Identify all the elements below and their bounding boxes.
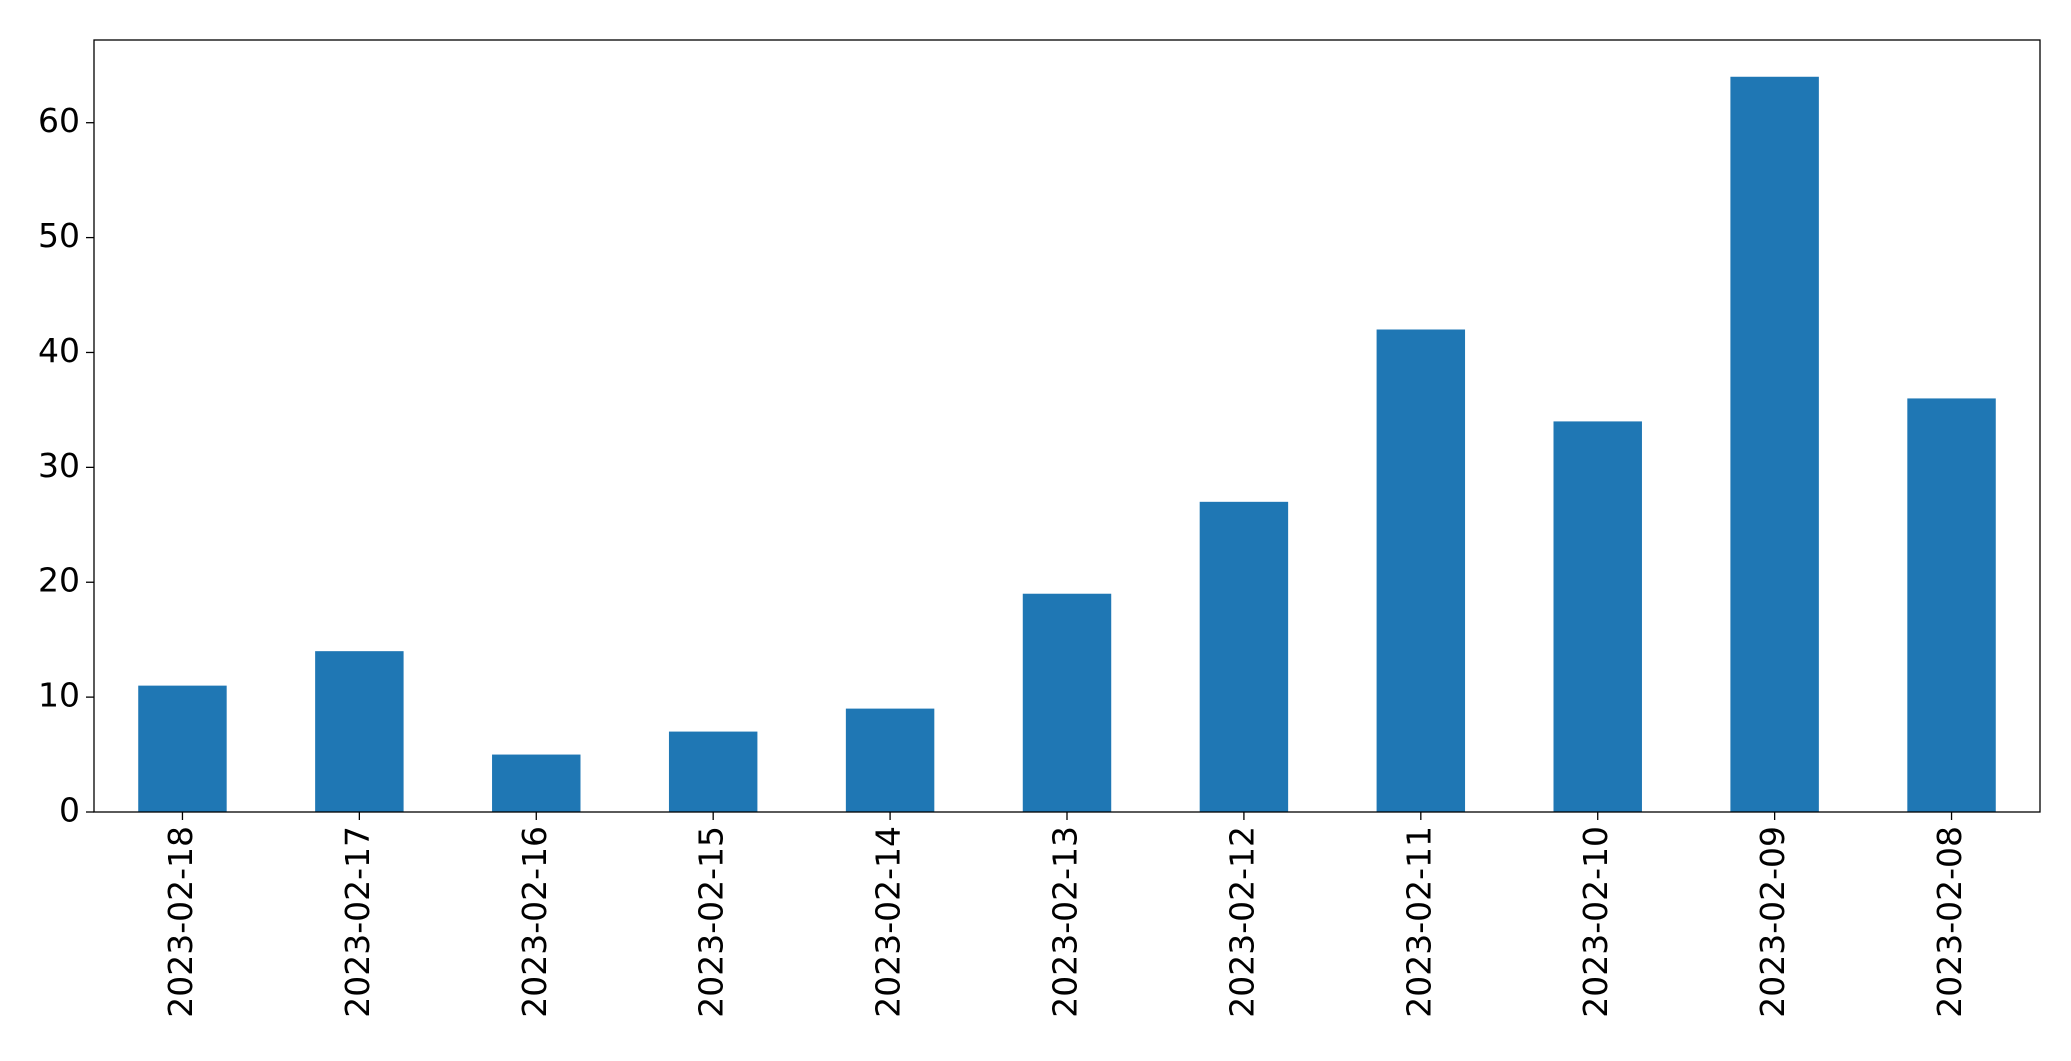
bar: [668, 731, 758, 812]
bar: [1553, 421, 1642, 812]
bar: [845, 708, 935, 812]
plot-frame: [93, 39, 2041, 813]
y-tick-label: 40: [38, 331, 80, 370]
x-tick-label: 2023-02-15: [692, 826, 731, 1018]
x-tick-label: 2023-02-12: [1222, 826, 1261, 1018]
y-tick-label: 50: [38, 216, 80, 255]
y-tick-label: 0: [59, 791, 80, 830]
x-tick-label: 2023-02-11: [1399, 826, 1438, 1018]
x-tick-label: 2023-02-09: [1753, 826, 1792, 1018]
bar: [1376, 329, 1466, 812]
y-tick-label: 20: [38, 561, 80, 600]
bar: [1907, 398, 1996, 812]
x-tick-label: 2023-02-18: [161, 826, 200, 1018]
y-tick-label: 60: [38, 101, 80, 140]
x-tick-label: 2023-02-13: [1046, 826, 1085, 1018]
bar: [492, 754, 581, 812]
y-tick-label: 30: [38, 446, 80, 485]
y-tick-label: 10: [38, 676, 80, 715]
x-tick-label: 2023-02-10: [1576, 826, 1615, 1018]
bar: [315, 651, 404, 812]
x-tick-label: 2023-02-14: [869, 826, 908, 1018]
bar: [1022, 593, 1112, 812]
x-tick-label: 2023-02-16: [515, 826, 554, 1018]
bar: [1730, 76, 1819, 812]
bar: [1199, 501, 1289, 812]
x-tick-label: 2023-02-17: [338, 826, 377, 1018]
x-tick-label: 2023-02-08: [1930, 826, 1969, 1018]
bar: [138, 685, 227, 812]
